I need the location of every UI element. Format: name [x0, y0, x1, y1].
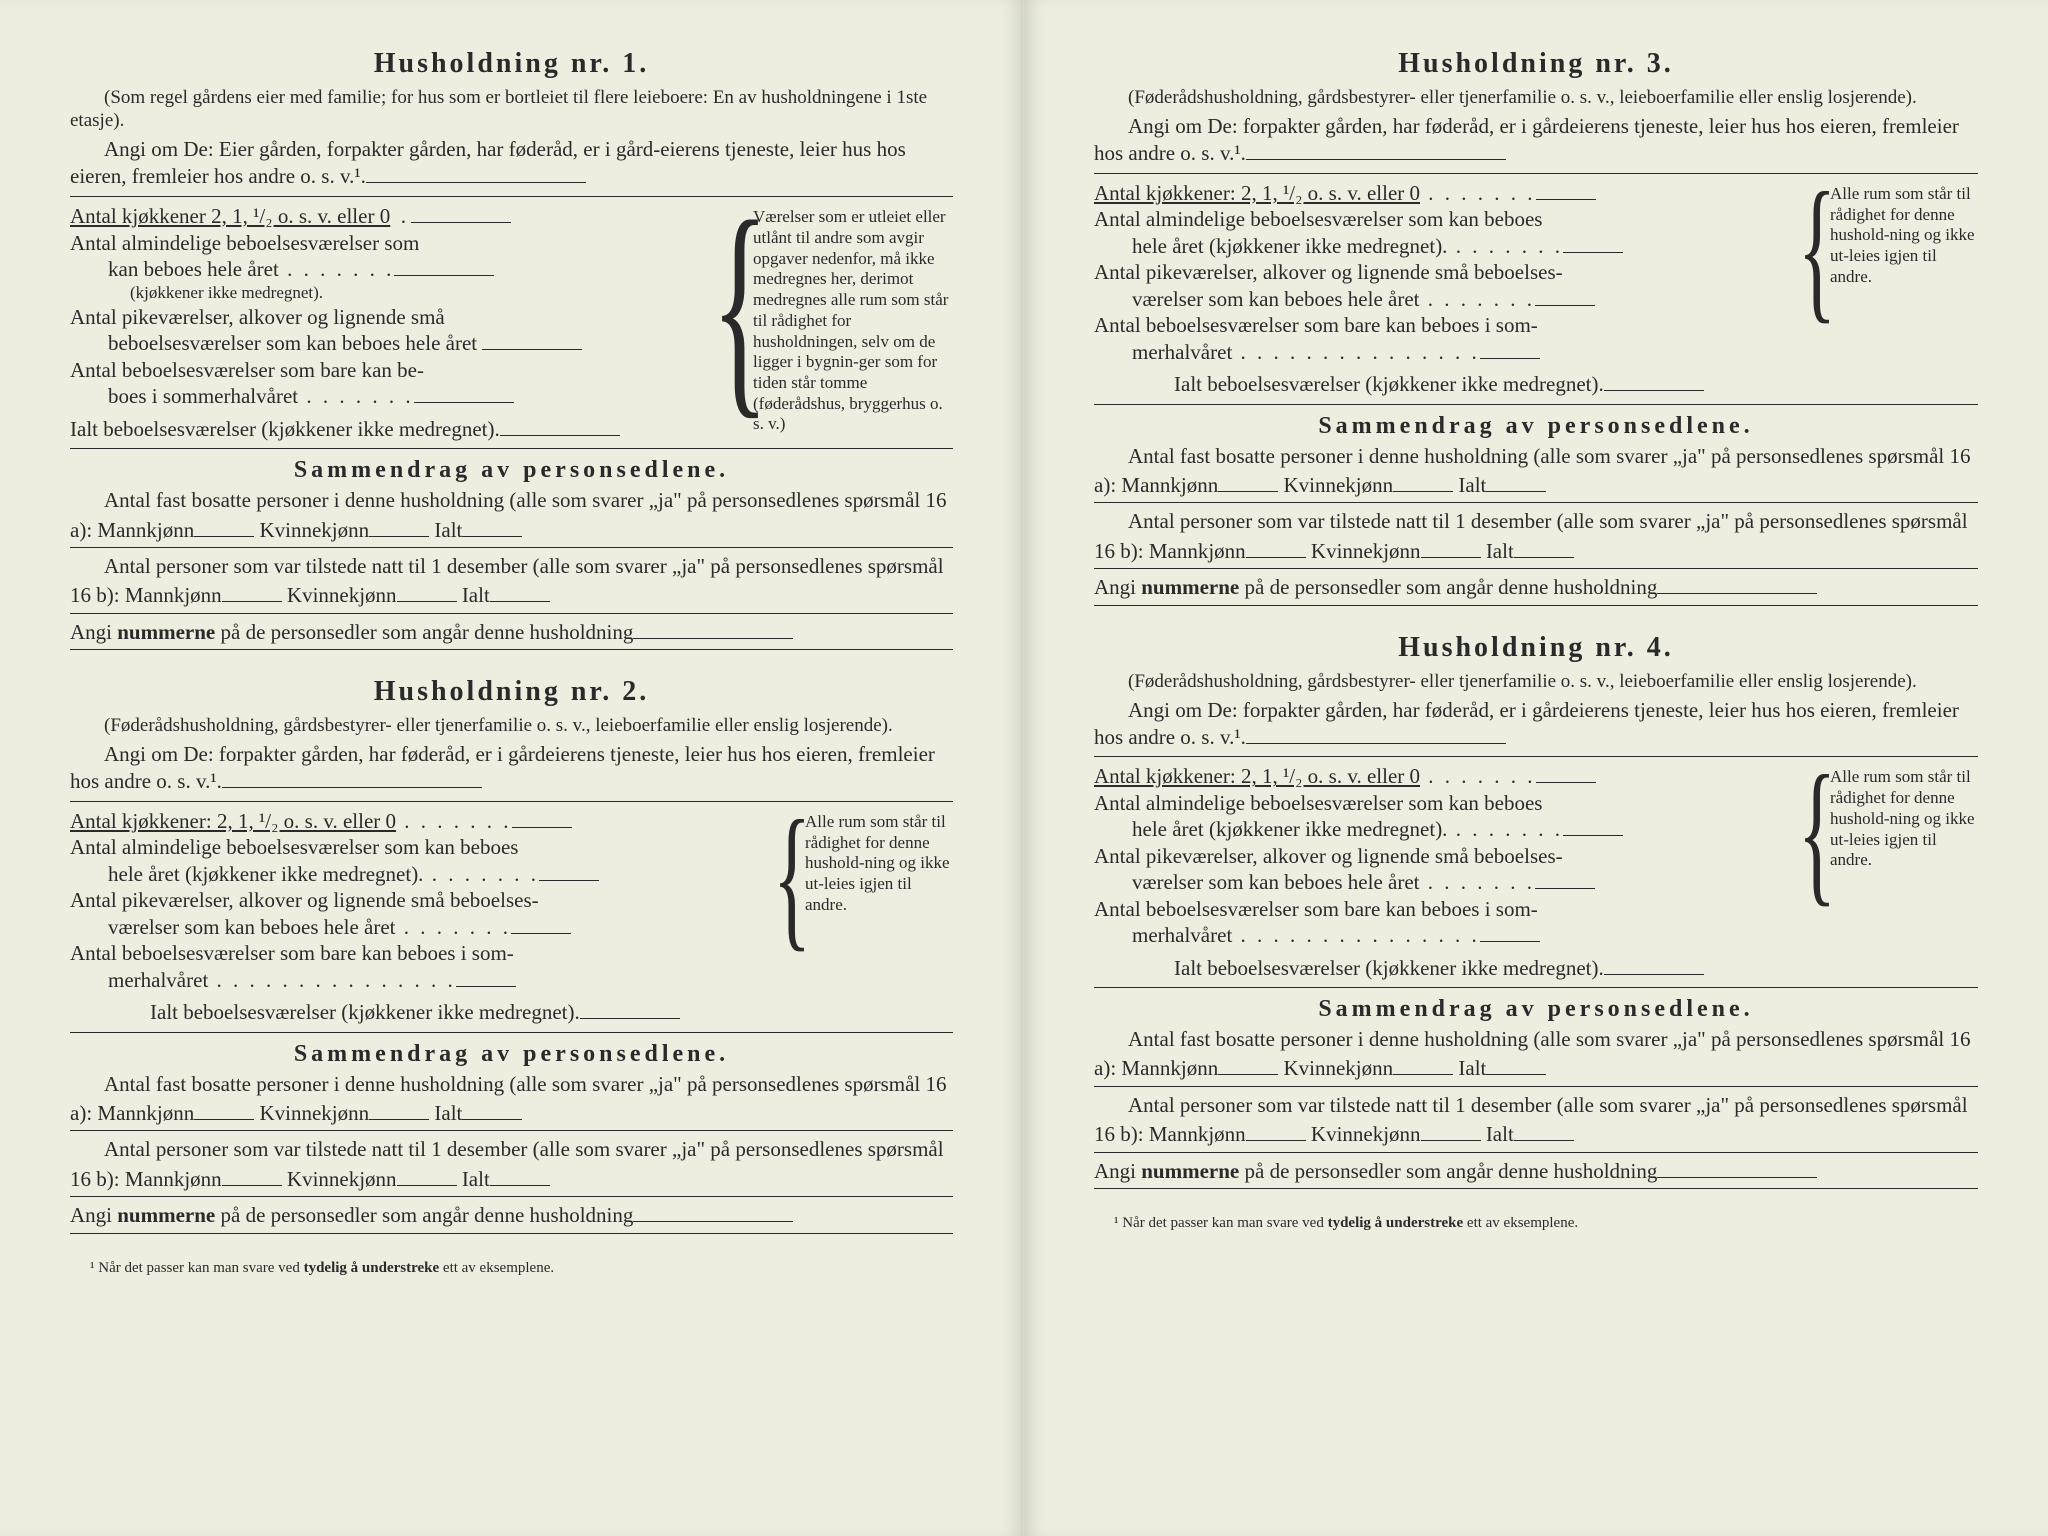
- footnote-right: ¹ Når det passer kan man svare ved tydel…: [1094, 1215, 1978, 1232]
- hh4-title: Husholdning nr. 4.: [1094, 632, 1978, 664]
- hh4-summary-16b: Antal personer som var tilstede natt til…: [1094, 1091, 1978, 1153]
- hh1-summary-16b: Antal personer som var tilstede natt til…: [70, 552, 953, 614]
- hh1-rooms-block: Antal kjøkkener 2, 1, ¹/₂ o. s. v. eller…: [70, 203, 953, 442]
- hh2-subtitle: (Føderådshusholdning, gårdsbestyrer- ell…: [70, 714, 953, 737]
- hh3-summary-title: Sammendrag av personsedlene.: [1094, 413, 1978, 440]
- hh4-summary-numbers: Angi nummerne på de personsedler som ang…: [1094, 1157, 1978, 1189]
- hh2-summary-title: Sammendrag av personsedlene.: [70, 1041, 953, 1068]
- hh2-title: Husholdning nr. 2.: [70, 676, 953, 708]
- hh1-summary-title: Sammendrag av personsedlene.: [70, 457, 953, 484]
- hh2-summary-16b: Antal personer som var tilstede natt til…: [70, 1135, 953, 1197]
- hh4-side-note: Alle rum som står til rådighet for denne…: [1824, 763, 1978, 871]
- hh3-summary-16a: Antal fast bosatte personer i denne hush…: [1094, 442, 1978, 504]
- hh4-summary-16a: Antal fast bosatte personer i denne hush…: [1094, 1025, 1978, 1087]
- household-4: Husholdning nr. 4. (Føderådshusholdning,…: [1094, 632, 1978, 1190]
- hh1-summary-16a: Antal fast bosatte personer i denne hush…: [70, 486, 953, 548]
- hh3-subtitle: (Føderådshusholdning, gårdsbestyrer- ell…: [1094, 86, 1978, 109]
- brace-icon: {: [1813, 180, 1822, 316]
- hh2-angi: Angi om De: forpakter gården, har føderå…: [70, 741, 953, 795]
- hh3-rooms-block: Antal kjøkkener: 2, 1, ¹/₂ o. s. v. elle…: [1094, 180, 1978, 398]
- hh3-title: Husholdning nr. 3.: [1094, 48, 1978, 80]
- page-spread: Husholdning nr. 1. (Som regel gårdens ei…: [0, 0, 2048, 1536]
- hh4-angi: Angi om De: forpakter gården, har føderå…: [1094, 697, 1978, 751]
- brace-icon: {: [788, 808, 797, 944]
- hh3-angi: Angi om De: forpakter gården, har føderå…: [1094, 113, 1978, 167]
- household-3: Husholdning nr. 3. (Føderådshusholdning,…: [1094, 48, 1978, 606]
- hh1-title: Husholdning nr. 1.: [70, 48, 953, 80]
- hh2-rooms-block: Antal kjøkkener: 2, 1, ¹/₂ o. s. v. elle…: [70, 808, 953, 1026]
- left-page: Husholdning nr. 1. (Som regel gårdens ei…: [0, 0, 1024, 1536]
- hh4-summary-title: Sammendrag av personsedlene.: [1094, 996, 1978, 1023]
- hh3-summary-16b: Antal personer som var tilstede natt til…: [1094, 507, 1978, 569]
- hh2-summary-16a: Antal fast bosatte personer i denne hush…: [70, 1070, 953, 1132]
- hh1-summary-numbers: Angi nummerne på de personsedler som ang…: [70, 618, 953, 650]
- hh2-side-note: Alle rum som står til rådighet for denne…: [799, 808, 953, 916]
- footnote-left: ¹ Når det passer kan man svare ved tydel…: [70, 1260, 953, 1277]
- hh3-summary-numbers: Angi nummerne på de personsedler som ang…: [1094, 573, 1978, 605]
- brace-icon: {: [1813, 763, 1822, 899]
- brace-icon: {: [736, 203, 745, 407]
- household-1: Husholdning nr. 1. (Som regel gårdens ei…: [70, 48, 953, 650]
- hh3-side-note: Alle rum som står til rådighet for denne…: [1824, 180, 1978, 288]
- hh4-subtitle: (Føderådshusholdning, gårdsbestyrer- ell…: [1094, 670, 1978, 693]
- hh2-summary-numbers: Angi nummerne på de personsedler som ang…: [70, 1201, 953, 1233]
- hh4-rooms-block: Antal kjøkkener: 2, 1, ¹/₂ o. s. v. elle…: [1094, 763, 1978, 981]
- right-page: Husholdning nr. 3. (Føderådshusholdning,…: [1024, 0, 2048, 1536]
- hh1-side-note: Værelser som er utleiet eller utlånt til…: [747, 203, 953, 435]
- hh1-subtitle: (Som regel gårdens eier med familie; for…: [70, 86, 953, 132]
- household-2: Husholdning nr. 2. (Føderådshusholdning,…: [70, 676, 953, 1234]
- hh1-angi: Angi om De: Eier gården, forpakter gårde…: [70, 136, 953, 190]
